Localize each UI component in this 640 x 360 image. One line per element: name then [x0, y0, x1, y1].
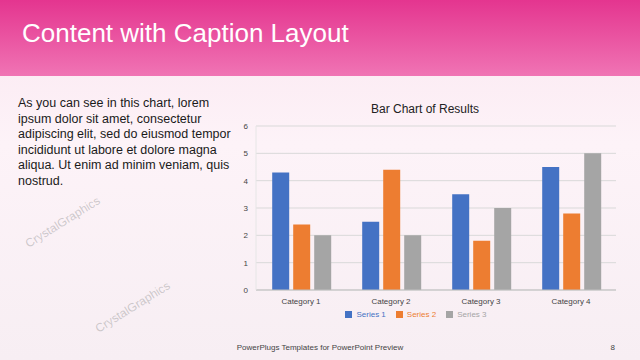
svg-text:2: 2 [244, 231, 249, 240]
html-text:Content with Caption Layout: Content with Caption Layout [22, 18, 349, 48]
html-text:8: 8 [610, 343, 615, 352]
svg-text:0: 0 [244, 286, 249, 295]
svg-text:4: 4 [244, 177, 249, 186]
html-text:Bar Chart of Results: Bar Chart of Results [371, 102, 479, 116]
svg-text:Category 3: Category 3 [461, 297, 501, 306]
svg-text:Category 2: Category 2 [371, 297, 411, 306]
html-text:Series 2: Series 2 [406, 310, 437, 319]
svg-text:3: 3 [244, 204, 249, 213]
svg-text:Category 4: Category 4 [551, 297, 591, 306]
html-text:Series 3: Series 3 [457, 310, 487, 319]
html-text:CrystalGraphics: CrystalGraphics [92, 278, 173, 336]
html-text:PowerPlugs Templates for Power: PowerPlugs Templates for PowerPoint Prev… [236, 343, 404, 352]
svg-text:5: 5 [244, 149, 249, 158]
html-text:Series 1: Series 1 [356, 310, 386, 319]
svg-text:1: 1 [244, 259, 249, 268]
svg-text:6: 6 [244, 122, 249, 131]
svg-text:Category 1: Category 1 [281, 297, 321, 306]
html-text:As you can see in this chart,: As you can see in this chart, lorem ipsu… [18, 96, 231, 188]
html-text:CrystalGraphics: CrystalGraphics [22, 193, 103, 251]
